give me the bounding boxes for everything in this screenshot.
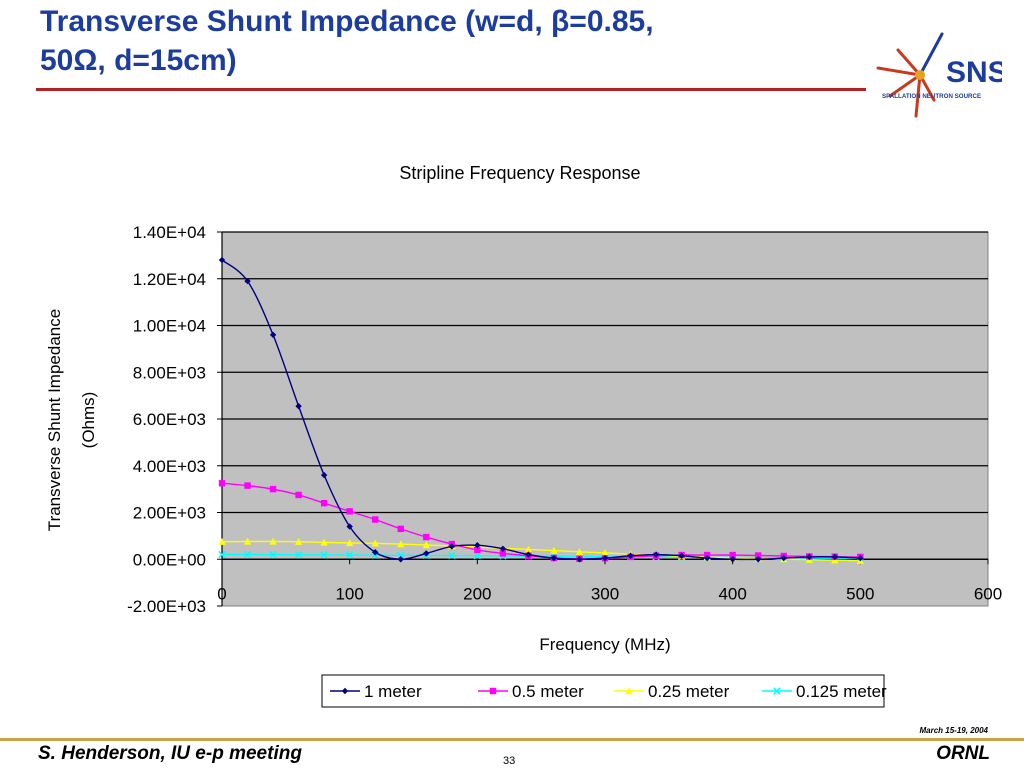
y-tick-label: 4.00E+03 — [133, 457, 206, 476]
legend-marker — [489, 687, 497, 695]
data-point — [320, 471, 328, 479]
data-point — [423, 550, 430, 557]
data-point — [295, 491, 302, 499]
frequency-response-chart: Stripline Frequency Response -2.00E+03 0.0… — [45, 163, 1002, 708]
data-point-stroke — [448, 551, 456, 560]
legend-label: 0.125 meter — [796, 682, 887, 701]
x-tick-label: 100 — [335, 584, 363, 603]
sns-logo-core — [915, 70, 925, 80]
y-tick-label: 1.40E+04 — [133, 223, 206, 242]
data-point-stroke — [397, 551, 405, 560]
data-point — [474, 546, 481, 554]
data-point — [729, 551, 736, 559]
data-point-stroke — [473, 551, 482, 560]
sns-logo-text: SNS — [946, 56, 1002, 89]
title-divider — [36, 88, 866, 91]
y-tick-label: 1.00E+04 — [133, 317, 206, 336]
page-number: 33 — [503, 755, 516, 767]
data-point — [372, 516, 379, 523]
y-axis-label-line1: Transverse Shunt Impedance — [45, 309, 64, 531]
data-point — [346, 508, 353, 515]
data-point — [218, 480, 226, 487]
data-point — [269, 537, 277, 545]
sns-logo: SNS SPALLATION NEUTRON SOURCE — [876, 32, 1002, 118]
data-point — [346, 523, 353, 530]
x-tick-label: 300 — [591, 584, 619, 603]
y-tick-label: 1.20E+04 — [133, 270, 206, 289]
legend-label: 0.5 meter — [512, 682, 584, 701]
data-point — [269, 331, 277, 339]
x-tick-label: 500 — [846, 584, 874, 603]
data-point — [371, 539, 379, 547]
y-tick-label: 8.00E+03 — [133, 363, 206, 382]
data-point — [320, 499, 328, 507]
legend-marker-stroke — [773, 687, 781, 695]
data-point — [295, 402, 302, 410]
data-point — [678, 552, 685, 559]
x-tick-label: 0 — [217, 584, 226, 603]
x-tick-label: 400 — [718, 584, 746, 603]
data-point — [397, 525, 404, 533]
chart-legend: 1 meter 0.5 meter 0.25 meter 0.125 meter — [321, 674, 887, 708]
data-point — [601, 549, 609, 557]
y-tick-label: 2.00E+03 — [133, 504, 206, 523]
data-point — [423, 533, 430, 541]
data-point — [397, 556, 404, 563]
data-point — [755, 552, 762, 559]
data-point — [218, 256, 226, 264]
data-point-stroke — [269, 550, 277, 559]
y-tick-label: 6.00E+03 — [133, 410, 206, 429]
data-point — [269, 485, 277, 493]
data-point-stroke — [345, 551, 354, 559]
legend-label: 1 meter — [364, 682, 422, 701]
data-point — [294, 538, 303, 545]
data-point — [244, 277, 251, 285]
legend-marker — [341, 687, 349, 695]
data-point — [499, 550, 507, 557]
y-tick-label: 0.00E+00 — [133, 550, 206, 569]
data-point — [524, 545, 533, 553]
data-point — [550, 546, 558, 554]
data-point — [755, 556, 762, 563]
data-point-stroke — [218, 550, 226, 559]
data-point — [244, 482, 251, 489]
data-point — [729, 556, 736, 563]
y-axis-label-line2: (Ohms) — [79, 392, 98, 449]
data-point — [345, 539, 354, 547]
data-point — [397, 540, 405, 548]
x-tick-label: 200 — [463, 584, 491, 603]
chart-title: Stripline Frequency Response — [399, 163, 640, 183]
data-point — [575, 548, 584, 555]
data-point — [831, 553, 838, 561]
footer-date: March 15-19, 2004 — [919, 726, 989, 735]
y-axis-label: Transverse Shunt Impedance (Ohms) — [45, 309, 98, 531]
data-point — [806, 553, 813, 561]
sns-logo-subtext: SPALLATION NEUTRON SOURCE — [882, 93, 981, 100]
data-point-stroke — [243, 550, 252, 559]
data-point — [780, 554, 787, 562]
footer-organization: ORNL — [936, 743, 990, 764]
slide-title-line2: 50Ω, d=15cm) — [40, 44, 237, 77]
data-point — [218, 538, 226, 545]
data-point-stroke — [294, 551, 303, 559]
data-point — [243, 537, 252, 545]
footer-divider — [0, 738, 1024, 741]
sns-logo-starburst — [876, 32, 944, 118]
legend-label: 0.25 meter — [648, 682, 730, 701]
legend-marker — [625, 687, 633, 695]
data-point — [627, 552, 634, 559]
x-axis-label: Frequency (MHz) — [539, 635, 670, 654]
x-tick-label: 600 — [974, 584, 1002, 603]
slide-title-line1: Transverse Shunt Impedance (w=d, β=0.85, — [40, 5, 654, 38]
data-point — [422, 541, 430, 549]
data-point-stroke — [320, 551, 328, 559]
data-point — [576, 556, 583, 563]
data-point — [320, 538, 328, 546]
y-tick-label: -2.00E+03 — [127, 597, 206, 616]
footer-author: S. Henderson, IU e-p meeting — [38, 743, 302, 764]
data-point — [474, 542, 481, 549]
slide-title: Transverse Shunt Impedance (w=d, β=0.85,… — [40, 2, 840, 80]
